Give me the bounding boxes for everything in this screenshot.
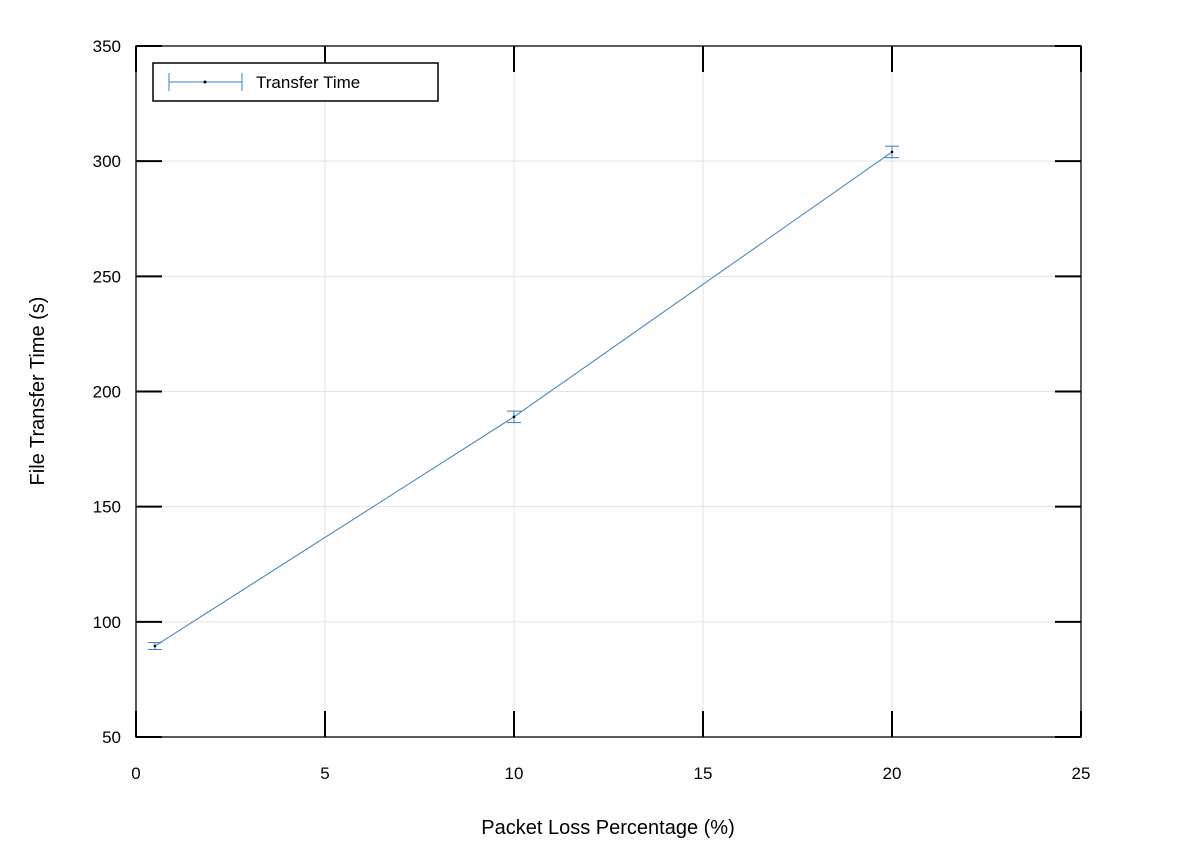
series-layer <box>147 145 899 650</box>
y-tick-label: 250 <box>93 267 121 286</box>
y-tick-label: 50 <box>102 728 121 747</box>
y-tick-label: 350 <box>93 37 121 56</box>
data-point <box>890 150 894 154</box>
x-tick-label: 10 <box>505 764 524 783</box>
legend-marker <box>203 80 207 84</box>
x-tick-label: 20 <box>883 764 902 783</box>
y-tick-label: 200 <box>93 383 121 402</box>
x-tick-label: 15 <box>694 764 713 783</box>
data-point <box>512 415 516 419</box>
legend: Transfer Time <box>152 62 439 102</box>
grid <box>136 46 1081 737</box>
data-point <box>153 644 157 648</box>
tick-labels: 0 5 10 15 20 25 50 100 150 200 250 300 350 <box>93 37 1091 783</box>
x-tick-label: 25 <box>1072 764 1091 783</box>
x-tick-label: 5 <box>320 764 329 783</box>
y-axis-title: File Transfer Time (s) <box>27 297 49 486</box>
y-tick-label: 100 <box>93 613 121 632</box>
y-tick-label: 300 <box>93 152 121 171</box>
y-tick-label: 150 <box>93 498 121 517</box>
x-tick-label: 0 <box>131 764 140 783</box>
legend-label: Transfer Time <box>256 73 360 92</box>
x-axis-title: Packet Loss Percentage (%) <box>481 817 734 839</box>
tick-marks <box>135 45 1082 738</box>
